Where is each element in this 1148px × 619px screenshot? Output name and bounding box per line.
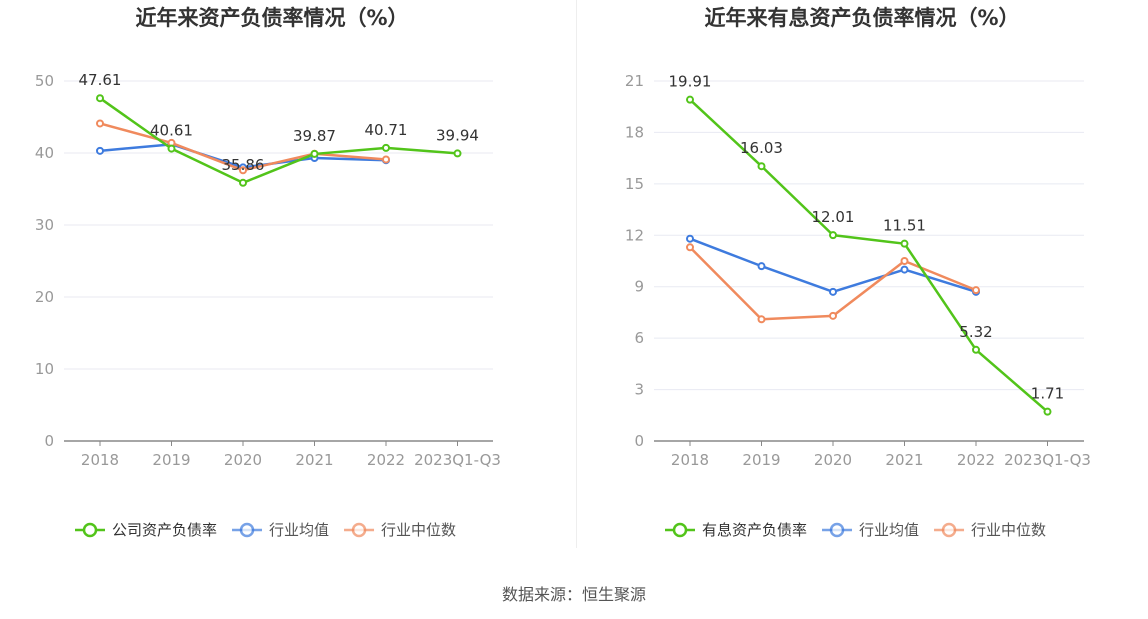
data-point bbox=[972, 286, 980, 295]
data-point bbox=[382, 155, 390, 164]
data-label: 11.51 bbox=[883, 217, 926, 235]
data-point bbox=[96, 94, 104, 103]
data-label: 1.71 bbox=[1031, 385, 1064, 403]
x-tick-label: 2019 bbox=[742, 451, 780, 469]
legend-marker bbox=[672, 522, 688, 538]
legend-item: 行业中位数 bbox=[934, 521, 1046, 539]
data-label: 39.94 bbox=[436, 126, 479, 144]
legend-label: 有息资产负债率 bbox=[702, 521, 807, 539]
y-tick-label: 30 bbox=[35, 216, 54, 234]
legend-item: 行业中位数 bbox=[344, 521, 456, 539]
x-tick-label: 2023Q1-Q3 bbox=[1004, 451, 1091, 469]
data-point bbox=[686, 95, 694, 104]
x-tick-label: 2022 bbox=[367, 451, 405, 469]
data-point bbox=[686, 243, 694, 252]
data-point bbox=[757, 262, 766, 271]
data-point bbox=[757, 315, 766, 324]
y-tick-label: 15 bbox=[625, 175, 644, 193]
legend-label: 公司资产负债率 bbox=[112, 521, 217, 539]
data-label: 40.61 bbox=[150, 122, 193, 140]
y-tick-label: 12 bbox=[625, 226, 644, 244]
legend-label: 行业中位数 bbox=[971, 521, 1046, 539]
x-tick-label: 2023Q1-Q3 bbox=[414, 451, 501, 469]
data-point bbox=[829, 231, 837, 240]
legend-marker bbox=[351, 522, 367, 538]
data-point bbox=[310, 149, 319, 158]
y-tick-label: 9 bbox=[634, 278, 644, 296]
data-point bbox=[900, 257, 909, 265]
y-tick-label: 18 bbox=[625, 123, 644, 141]
y-tick-label: 0 bbox=[44, 432, 54, 450]
data-label: 12.01 bbox=[812, 208, 855, 226]
y-tick-label: 0 bbox=[634, 432, 644, 450]
data-label: 35.86 bbox=[222, 156, 265, 174]
data-point bbox=[1043, 407, 1052, 416]
x-tick-label: 2021 bbox=[885, 451, 923, 469]
data-point bbox=[96, 119, 104, 128]
chart-divider bbox=[576, 0, 577, 548]
series-line-0 bbox=[689, 98, 1049, 413]
data-point bbox=[900, 265, 909, 274]
legend-item: 公司资产负债率 bbox=[75, 521, 217, 539]
data-point bbox=[382, 143, 390, 152]
data-label: 16.03 bbox=[740, 139, 783, 157]
data-point bbox=[239, 178, 247, 187]
interest-bearing-debt-ratio-chart: 近年来有息资产负债率情况（%） 0 3 6 9 12 15 18 21 2018 2019 2020 2… bbox=[625, 6, 1091, 539]
legend-marker bbox=[829, 522, 845, 538]
data-label: 19.91 bbox=[669, 73, 712, 91]
debt-ratio-chart: 近年来资产负债率情况（%） 0 10 20 30 40 50 2018 2019 2020 2021… bbox=[35, 6, 501, 539]
data-point bbox=[686, 234, 694, 243]
y-tick-label: 20 bbox=[35, 288, 54, 306]
legend-marker bbox=[941, 522, 957, 538]
series-line-0 bbox=[99, 97, 458, 185]
x-tick-label: 2018 bbox=[671, 451, 709, 469]
y-tick-label: 10 bbox=[35, 360, 54, 378]
y-tick-label: 50 bbox=[35, 72, 54, 90]
data-label: 47.61 bbox=[79, 71, 122, 89]
x-tick-label: 2020 bbox=[224, 451, 262, 469]
data-label: 39.87 bbox=[293, 127, 336, 145]
y-tick-label: 40 bbox=[35, 144, 54, 162]
x-tick-label: 2022 bbox=[957, 451, 995, 469]
data-point bbox=[239, 166, 247, 175]
series-line-2 bbox=[689, 246, 977, 321]
data-point bbox=[167, 144, 176, 153]
chart-title: 近年来资产负债率情况（%） bbox=[135, 6, 408, 30]
data-point bbox=[757, 162, 766, 171]
data-point bbox=[900, 239, 909, 248]
legend-item: 行业均值 bbox=[232, 521, 329, 539]
data-point bbox=[453, 149, 462, 158]
x-tick-label: 2018 bbox=[81, 451, 119, 469]
legend-item: 行业均值 bbox=[822, 521, 919, 539]
legend-marker bbox=[82, 522, 98, 538]
y-tick-label: 3 bbox=[634, 381, 644, 399]
data-label: 40.71 bbox=[365, 121, 408, 139]
legend-marker bbox=[239, 522, 255, 538]
legend-label: 行业中位数 bbox=[381, 521, 456, 539]
series-line-1 bbox=[689, 237, 977, 294]
chart-title: 近年来有息资产负债率情况（%） bbox=[704, 6, 1019, 30]
x-tick-label: 2021 bbox=[295, 451, 333, 469]
data-source: 数据来源：恒生聚源 bbox=[501, 585, 646, 604]
x-tick-label: 2020 bbox=[814, 451, 852, 469]
data-label: 5.32 bbox=[959, 323, 992, 341]
x-tick-label: 2019 bbox=[152, 451, 190, 469]
y-tick-label: 21 bbox=[625, 72, 644, 90]
data-point bbox=[829, 287, 837, 296]
data-point bbox=[96, 146, 104, 155]
legend-label: 行业均值 bbox=[269, 521, 329, 539]
y-tick-label: 6 bbox=[634, 329, 644, 347]
legend-label: 行业均值 bbox=[859, 521, 919, 539]
data-point bbox=[829, 311, 837, 320]
data-point bbox=[972, 345, 980, 354]
legend-item: 有息资产负债率 bbox=[665, 521, 807, 539]
